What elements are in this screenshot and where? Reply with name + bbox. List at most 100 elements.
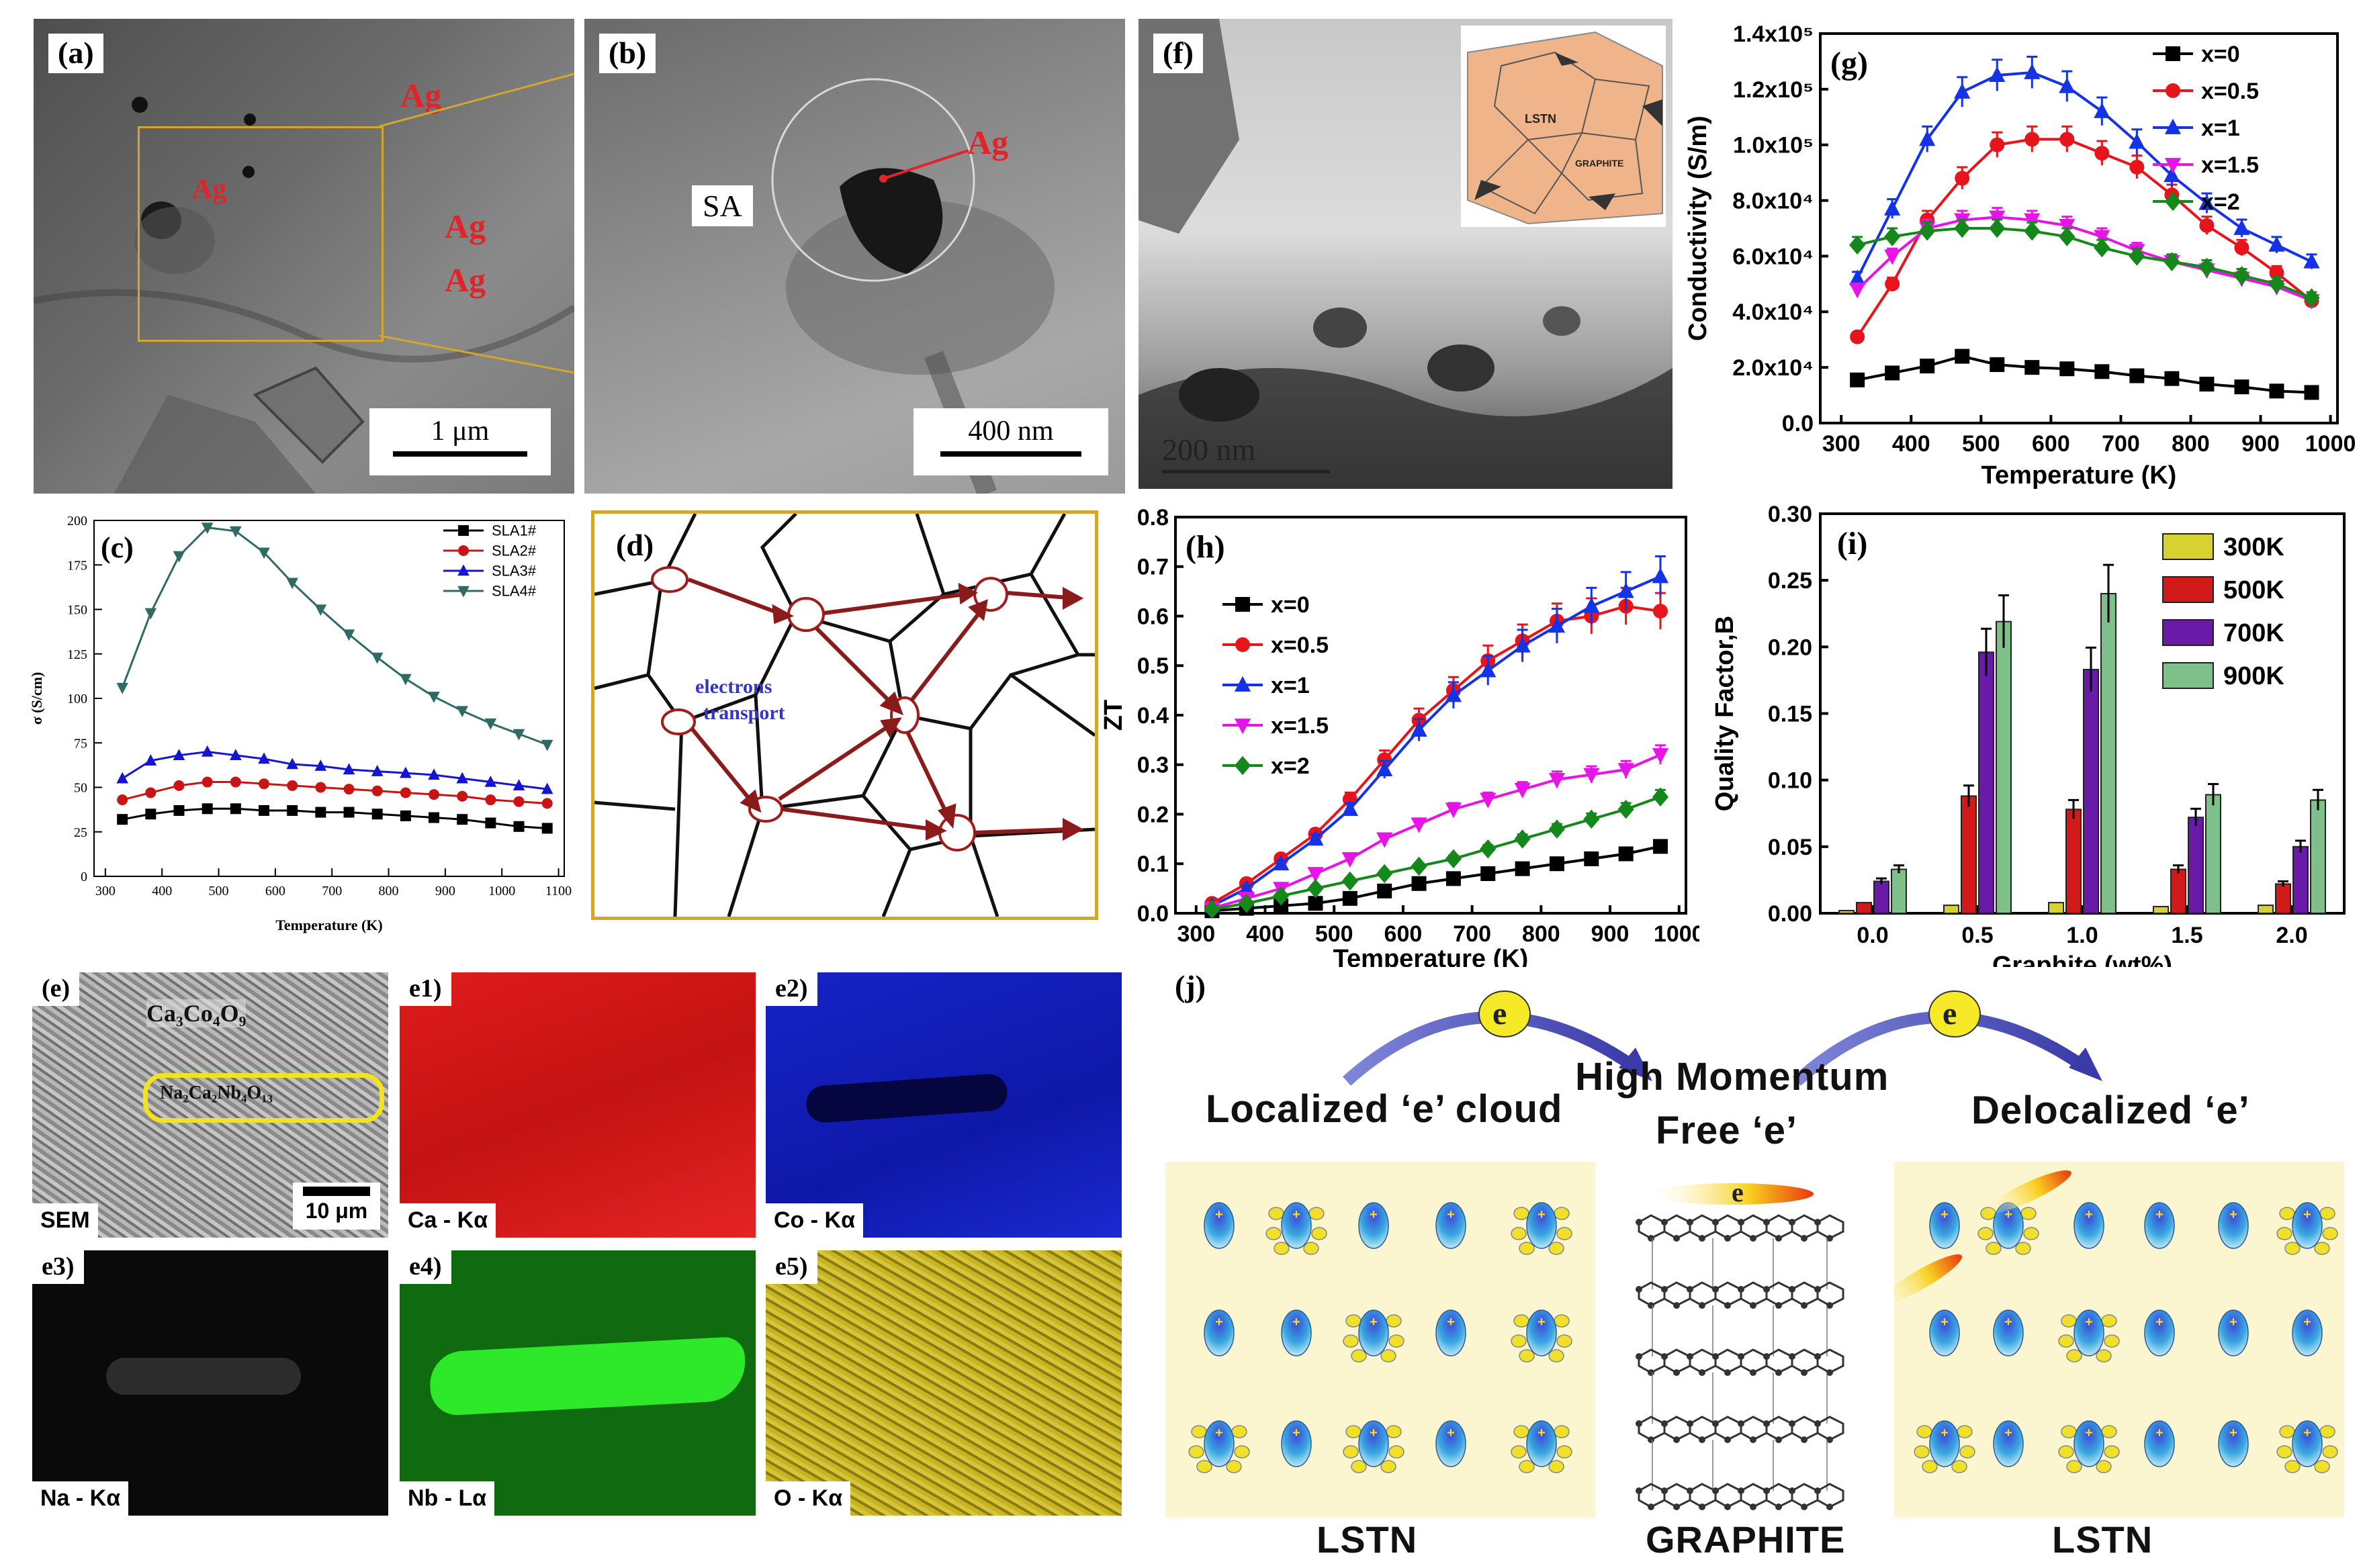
plus-sign: + [1537, 1426, 1546, 1440]
x-tick-label: 600 [1384, 921, 1423, 947]
hexagon [1816, 1416, 1844, 1441]
electron [1914, 1445, 1930, 1459]
hexagon [1816, 1214, 1844, 1240]
y-tick-label: 1.0x10⁵ [1733, 133, 1814, 158]
data-point [1549, 856, 1564, 872]
data-point [1652, 787, 1669, 806]
data-point [2164, 167, 2180, 183]
panel-f-label: (f) [1153, 34, 1203, 73]
electron [1268, 1207, 1284, 1220]
electron [2104, 1445, 2120, 1459]
electron-symbol-1: e [1492, 996, 1507, 1031]
phase-outline [143, 1073, 384, 1123]
y-tick-label: 0.10 [1768, 768, 1812, 794]
carbon-atom [1687, 1353, 1693, 1360]
data-point [145, 787, 157, 798]
electrons-text: electrons [695, 676, 772, 698]
plus-sign: + [1447, 1207, 1455, 1222]
atom-core [2292, 1309, 2323, 1356]
eds-map-label: e2) [766, 972, 817, 1006]
legend-marker [2164, 158, 2182, 174]
atom-core [1204, 1420, 1235, 1467]
atom-core [2218, 1202, 2249, 1249]
data-point [2303, 252, 2320, 269]
plus-sign: + [2085, 1207, 2093, 1222]
data-point [512, 729, 525, 741]
data-point [1919, 221, 1936, 241]
eds-map-caption: Co - Kα [766, 1203, 863, 1238]
data-point [1548, 617, 1566, 633]
carbon-atom [1789, 1420, 1795, 1427]
data-point [1583, 809, 1600, 829]
plus-sign: + [2303, 1315, 2311, 1330]
data-point [1618, 846, 1634, 862]
legend-marker [457, 564, 470, 576]
data-point [400, 766, 412, 778]
data-point [1653, 839, 1668, 854]
x-axis-label: Temperature (K) [275, 917, 382, 933]
carbon-atom [1826, 1369, 1833, 1376]
electron-symbol-2: e [1943, 996, 1957, 1031]
carbon-atom [1789, 1487, 1795, 1494]
electron [1386, 1425, 1402, 1438]
data-point [2199, 377, 2215, 391]
carbon-atom [1687, 1286, 1693, 1293]
data-point [2024, 213, 2041, 229]
plus-sign: + [2155, 1207, 2164, 1222]
data-point [2164, 371, 2180, 386]
legend-swatch [2162, 619, 2214, 646]
atom-core [2144, 1420, 2175, 1467]
y-tick-label: 0.3 [1137, 753, 1169, 778]
hexagon [1740, 1348, 1768, 1374]
carbon-atom [1750, 1302, 1756, 1309]
electron [2061, 1425, 2077, 1438]
data-point [173, 551, 185, 563]
panel-j-label: (j) [1165, 967, 1215, 1007]
atom: + [2058, 1309, 2120, 1363]
y-tick-label: 0.0 [1137, 901, 1169, 927]
legend-label: SLA1# [492, 522, 537, 539]
data-point [428, 768, 440, 780]
carbon-atom [1661, 1487, 1668, 1494]
panel-f-tem-image: (f) LSTN GRAPHITE 200 nm [1139, 19, 1673, 489]
legend-swatch [2162, 533, 2214, 560]
y-tick-label: 0.30 [1768, 502, 1812, 527]
data-point [1989, 218, 2006, 238]
electron [2020, 1207, 2037, 1220]
atom: + [2058, 1420, 2120, 1473]
x-tick-label: 800 [1522, 921, 1560, 947]
electron [2322, 1445, 2338, 1459]
data-point [2164, 252, 2180, 272]
y-tick-label: 0.05 [1768, 835, 1812, 860]
electron [2276, 1227, 2292, 1240]
hexagon [1791, 1214, 1819, 1240]
atom: + [1343, 1420, 1405, 1473]
series-x=1 [1849, 56, 2320, 285]
data-point [1884, 199, 1901, 216]
bar-500K [2170, 868, 2186, 914]
inset-lstn-text: LSTN [1525, 112, 1556, 126]
lstn-lattice-left: + + + + + + + + + + + + + + + [1165, 1162, 1595, 1518]
hexagon [1740, 1281, 1768, 1307]
x-tick-label: 500 [209, 884, 229, 898]
data-point [1445, 871, 1461, 886]
atom-core [2292, 1420, 2323, 1467]
data-point [512, 779, 525, 791]
carbon-atom [1661, 1353, 1668, 1360]
carbon-atom [1712, 1420, 1719, 1427]
data-point [2198, 194, 2215, 210]
data-point [1885, 276, 1900, 291]
electron [1511, 1227, 1527, 1240]
data-point [1850, 329, 1865, 344]
data-point [1274, 898, 1289, 913]
data-point [457, 790, 468, 802]
carbon-atom [1763, 1420, 1770, 1427]
electron [1343, 1334, 1359, 1348]
carbon-atom [1712, 1353, 1719, 1360]
carbon-atom [1775, 1436, 1782, 1443]
atom-core [2218, 1309, 2249, 1356]
graphite-structure [1636, 1183, 1844, 1510]
data-point [2269, 265, 2284, 281]
inset-graphite-text: GRAPHITE [1575, 158, 1623, 169]
carbon-atom [1738, 1353, 1744, 1360]
